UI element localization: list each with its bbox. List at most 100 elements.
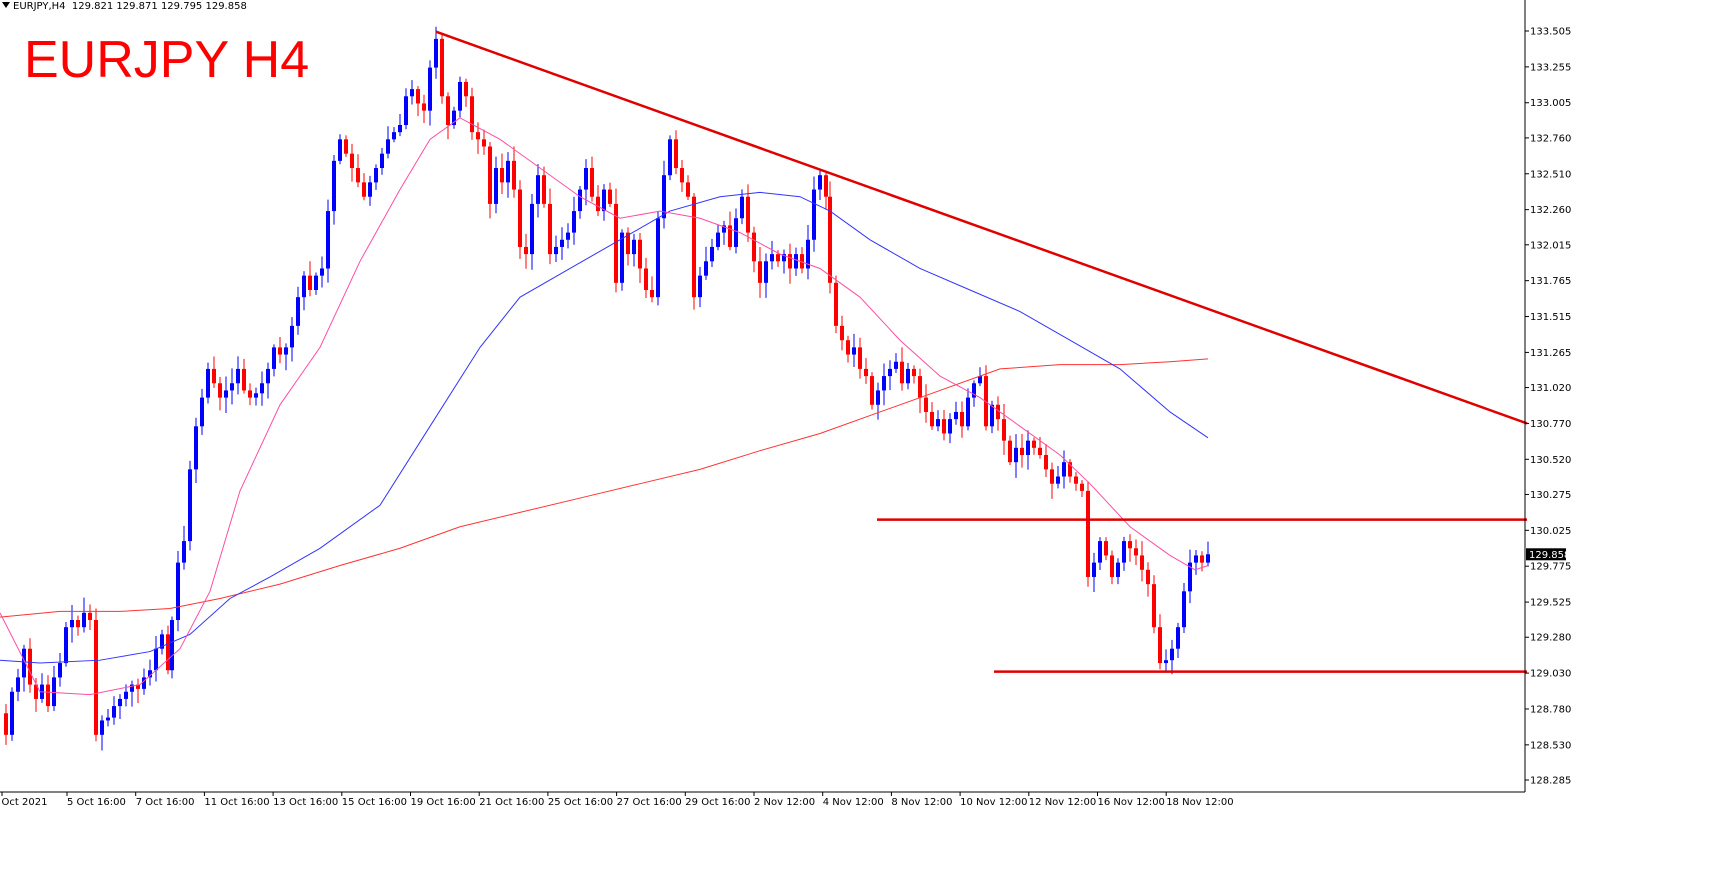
x-tick-label: 11 Oct 16:00: [204, 797, 269, 808]
candle: [584, 159, 588, 206]
time-axis: 1 Oct 2021 5 Oct 16:00 7 Oct 16:00 11 Oct 1…: [0, 791, 1525, 808]
candle: [996, 396, 1000, 431]
candle: [494, 156, 498, 214]
chart-overlay-title: EURJPY H4: [24, 31, 310, 89]
candle: [422, 94, 426, 124]
candle: [626, 227, 630, 266]
candle: [524, 233, 528, 269]
candle: [10, 687, 14, 741]
candle: [978, 367, 982, 387]
candle: [506, 152, 510, 198]
y-tick-label: 129.775: [1530, 562, 1571, 573]
y-tick-label: 131.265: [1530, 348, 1571, 359]
candle: [160, 629, 164, 655]
candle: [302, 271, 306, 311]
candle: [882, 363, 886, 406]
candle: [1206, 541, 1210, 567]
y-tick-label: 128.780: [1530, 704, 1571, 715]
candle: [4, 704, 8, 745]
candle: [942, 410, 946, 441]
candle: [290, 317, 294, 362]
candle: [124, 684, 128, 707]
candle: [806, 225, 810, 280]
candle: [614, 188, 618, 293]
candle: [960, 401, 964, 438]
candle: [1002, 403, 1006, 455]
candle: [1152, 575, 1156, 634]
dropdown-triangle-icon[interactable]: [2, 2, 10, 8]
x-tick-label: 19 Oct 16:00: [411, 797, 476, 808]
x-tick-label: 1 Oct 2021: [0, 797, 47, 808]
candle: [380, 147, 384, 175]
candle: [1080, 480, 1084, 498]
candle: [1158, 614, 1162, 670]
y-tick-label: 128.285: [1530, 776, 1571, 787]
candle: [674, 130, 678, 175]
y-tick-label: 131.515: [1530, 312, 1571, 323]
candle: [194, 417, 198, 484]
candle: [374, 164, 378, 190]
x-tick-label: 21 Oct 16:00: [479, 797, 544, 808]
candle: [326, 199, 330, 283]
candle: [392, 127, 396, 143]
candle: [1164, 649, 1168, 672]
candle: [602, 184, 606, 221]
candle: [488, 142, 492, 219]
x-tick-label: 29 Oct 16:00: [685, 797, 750, 808]
candle: [644, 257, 648, 298]
x-tick-label: 16 Nov 12:00: [1098, 797, 1165, 808]
y-tick-label: 130.770: [1530, 419, 1571, 430]
candle: [1140, 541, 1144, 582]
candle: [428, 60, 432, 126]
candle: [924, 384, 928, 423]
indicator-layer: [0, 30, 1528, 696]
candles-layer: [4, 26, 1210, 751]
candle: [16, 668, 20, 702]
last-price-label: 129.858: [1529, 550, 1570, 561]
candle: [404, 88, 408, 130]
candle: [266, 362, 270, 399]
candle: [446, 92, 450, 140]
candle: [782, 249, 786, 274]
candle: [166, 625, 170, 675]
candle: [22, 644, 26, 692]
candle: [984, 365, 988, 431]
candle: [800, 247, 804, 274]
y-tick-label: 129.525: [1530, 598, 1571, 609]
candle: [368, 175, 372, 206]
x-tick-label: 10 Nov 12:00: [960, 797, 1027, 808]
x-tick-label: 5 Oct 16:00: [67, 797, 126, 808]
candle: [1008, 435, 1012, 466]
candle: [254, 387, 258, 406]
candle: [764, 253, 768, 298]
candle: [70, 605, 74, 643]
candle: [350, 143, 354, 182]
candle: [566, 223, 570, 249]
candle: [296, 286, 300, 335]
candle: [356, 154, 360, 188]
candle: [332, 155, 336, 225]
candle: [972, 380, 976, 407]
candle: [722, 220, 726, 245]
candle: [154, 636, 158, 682]
y-tick-label: 129.280: [1530, 633, 1571, 644]
x-tick-label: 13 Oct 16:00: [273, 797, 338, 808]
candle: [452, 106, 456, 129]
candle: [1068, 459, 1072, 483]
last-price-tag: [1526, 548, 1566, 561]
candle: [106, 708, 110, 727]
candle: [680, 159, 684, 192]
candle: [100, 715, 104, 751]
candle: [554, 235, 558, 263]
candle: [1194, 549, 1198, 575]
candle: [410, 80, 414, 105]
y-tick-label: 132.260: [1530, 205, 1571, 216]
candle: [130, 680, 134, 707]
candle: [930, 402, 934, 430]
candle: [1020, 434, 1024, 468]
candle: [434, 26, 438, 79]
candle: [64, 622, 68, 667]
candle: [1014, 434, 1018, 478]
candle: [894, 353, 898, 373]
